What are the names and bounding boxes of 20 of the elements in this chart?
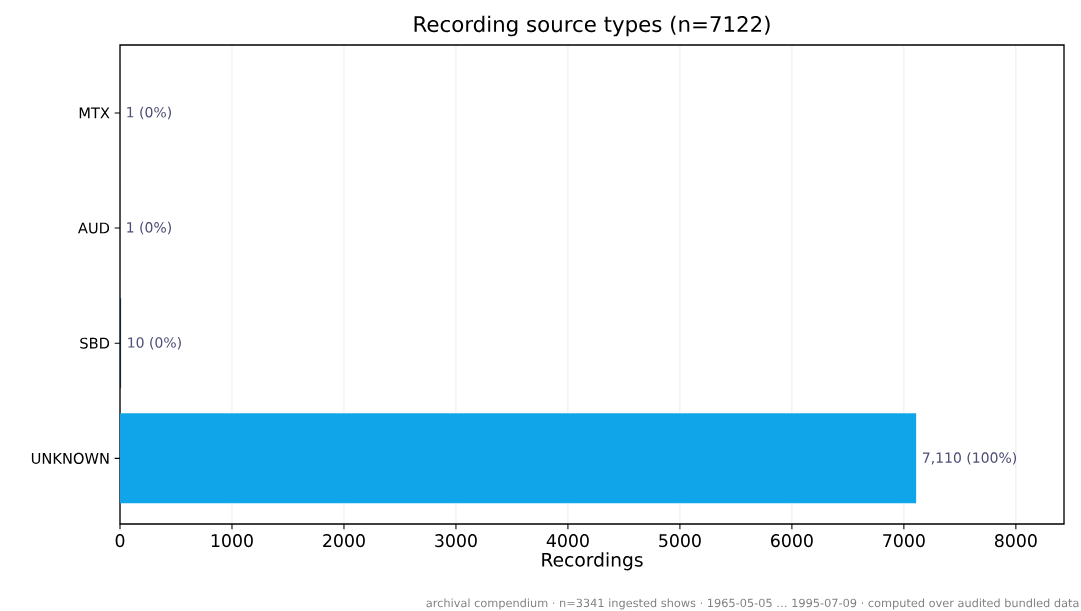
y-tick-label: AUD: [78, 222, 110, 234]
data-label: 1 (0%): [127, 221, 171, 235]
x-axis-title: Recordings: [542, 552, 643, 571]
y-tick-label: SBD: [80, 337, 110, 349]
x-tick-label: 0: [115, 534, 125, 548]
x-tick-label: 3000: [435, 534, 477, 548]
data-label: 1 (0%): [127, 106, 171, 120]
y-tick-label: MTX: [79, 107, 110, 119]
text: archival compendium · n=3341 ingested shows · 1965-05-05 … 1995-07-09 · computed over audited bundled data: [426, 598, 1079, 610]
y-tick-label: UNKNOWN: [31, 452, 109, 464]
x-tick-label: 7000: [883, 534, 925, 548]
x-tick-label: 8000: [994, 534, 1037, 548]
x-tick-label: 2000: [323, 534, 365, 548]
chart-title: Recording source types (n=7122): [414, 15, 770, 37]
data-label: 7,110 (100%): [922, 452, 1017, 465]
x-tick-label: 6000: [771, 534, 813, 548]
x-tick-label: 4000: [546, 534, 589, 548]
data-label: 10 (0%): [128, 336, 181, 350]
x-tick-label: 5000: [659, 534, 701, 548]
x-tick-label: 1000: [211, 534, 253, 548]
